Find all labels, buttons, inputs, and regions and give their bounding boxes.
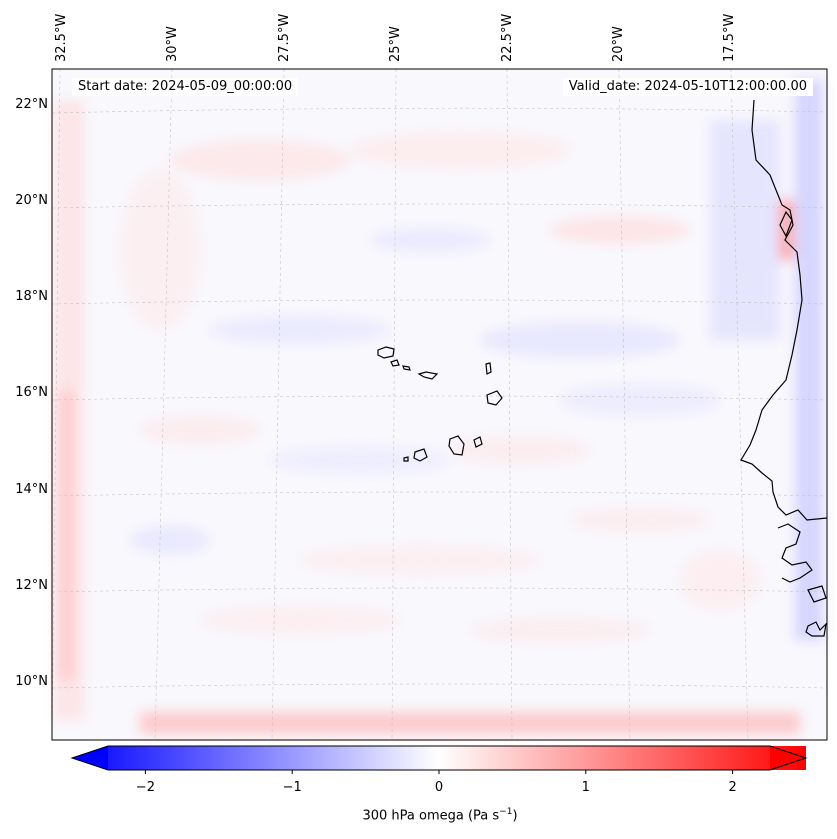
lat-label-12n: 12°N [15,578,48,593]
lon-label-17-5w: 17.5°W [722,13,737,62]
lat-label-22n: 22°N [15,97,48,112]
lon-label-32-5w: 32.5°W [54,13,69,62]
lat-label-10n: 10°N [15,674,48,689]
lat-label-14n: 14°N [15,482,48,497]
cape-verde-islands [377,346,503,462]
colorbar-label-exponent: −1 [499,807,513,817]
colorbar-tick-label: −1 [282,780,302,795]
african-coastline [740,99,828,637]
omega-field [52,69,827,740]
lat-label-18n: 18°N [15,289,48,304]
colorbar-tick-label: −2 [135,780,155,795]
colorbar-tick-label: 0 [434,780,444,795]
start-date-label: Start date: 2024-05-09_00:00:00 [72,78,299,96]
colorbar-label-main: 300 hPa omega (Pa s [362,808,500,824]
graticule [51,68,828,741]
lon-label-20w: 20°W [611,26,626,62]
valid-date-label: Valid_date: 2024-05-10T12:00:00.00 [562,78,813,96]
map-frame [51,68,828,741]
colorbar-ticks [144,770,734,774]
colorbar-label: 300 hPa omega (Pa s−1) [290,807,590,823]
lat-label-16n: 16°N [15,385,48,400]
colorbar-tick-label: 2 [728,780,737,795]
colorbar-tick-label: 1 [581,780,590,795]
colorbar-label-close: ) [512,808,518,824]
lon-label-27-5w: 27.5°W [277,13,292,62]
lon-label-30w: 30°W [165,26,180,62]
lat-label-20n: 20°N [15,193,48,208]
lon-label-25w: 25°W [388,26,403,62]
lon-label-22-5w: 22.5°W [500,13,515,62]
colorbar [70,745,808,771]
